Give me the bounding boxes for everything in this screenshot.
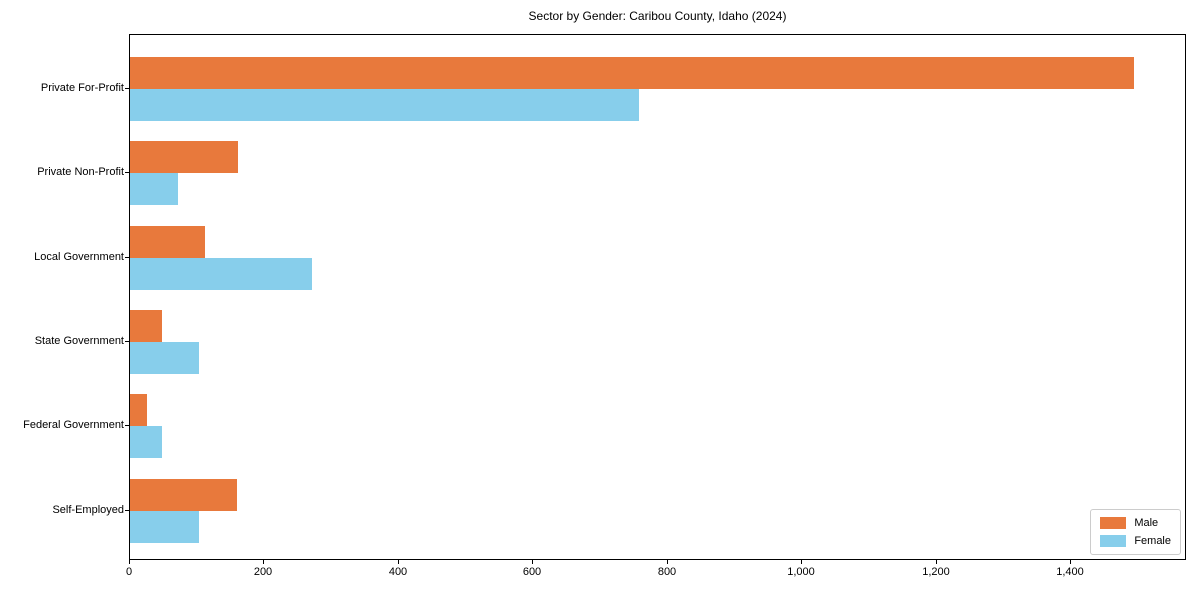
- x-tick-label-2: 400: [388, 566, 408, 578]
- x-tick-mark-7: [1070, 560, 1071, 564]
- legend-label-female: Female: [1134, 535, 1171, 547]
- y-tick-mark-0: [125, 88, 129, 89]
- bar-female-0: [130, 89, 639, 121]
- bar-male-2: [130, 225, 205, 258]
- x-tick-label-7: 1,400: [1056, 566, 1084, 578]
- legend-item-male: Male: [1100, 517, 1171, 529]
- y-tick-label-3: State Government: [34, 334, 124, 347]
- bar-female-1: [130, 173, 178, 206]
- x-tick-label-4: 800: [657, 566, 677, 578]
- x-tick-label-0: 0: [125, 566, 133, 578]
- bar-male-0: [130, 57, 1134, 89]
- bar-male-3: [130, 309, 162, 342]
- bar-female-4: [130, 426, 162, 459]
- y-tick-mark-5: [125, 509, 129, 511]
- x-tick-label-3: 600: [522, 566, 542, 578]
- legend-label-male: Male: [1134, 517, 1159, 529]
- bar-female-2: [130, 257, 312, 290]
- x-tick-label-6: 1,200: [922, 566, 950, 578]
- bar-female-5: [130, 510, 199, 543]
- bar-female-3: [130, 341, 199, 374]
- y-tick-mark-1: [125, 172, 129, 174]
- bar-male-4: [130, 394, 147, 427]
- x-tick-mark-6: [936, 560, 937, 564]
- x-tick-mark-3: [532, 560, 533, 564]
- y-tick-label-4: Federal Government: [23, 419, 124, 432]
- plot-area: [129, 34, 1186, 560]
- legend: Male Female: [1090, 509, 1181, 555]
- x-tick-mark-2: [398, 560, 399, 564]
- legend-swatch-male: [1100, 517, 1127, 529]
- x-tick-label-1: 200: [253, 566, 273, 578]
- y-tick-label-2: Local Government: [34, 250, 124, 263]
- legend-swatch-female: [1100, 535, 1127, 547]
- y-tick-mark-2: [125, 256, 129, 258]
- x-tick-mark-0: [129, 560, 130, 564]
- y-tick-mark-3: [125, 340, 129, 342]
- y-tick-label-5: Self-Employed: [52, 503, 124, 516]
- y-tick-label-0: Private For-Profit: [40, 82, 124, 94]
- legend-item-female: Female: [1100, 535, 1171, 547]
- bar-male-1: [130, 141, 238, 174]
- y-tick-mark-4: [125, 425, 129, 427]
- x-tick-label-5: 1,000: [787, 566, 815, 578]
- x-tick-mark-4: [667, 560, 668, 564]
- bar-male-5: [130, 478, 237, 511]
- x-tick-mark-5: [801, 560, 802, 564]
- chart-title: Sector by Gender: Caribou County, Idaho …: [528, 9, 787, 23]
- x-tick-mark-1: [263, 560, 264, 564]
- y-tick-label-1: Private Non-Profit: [37, 166, 124, 179]
